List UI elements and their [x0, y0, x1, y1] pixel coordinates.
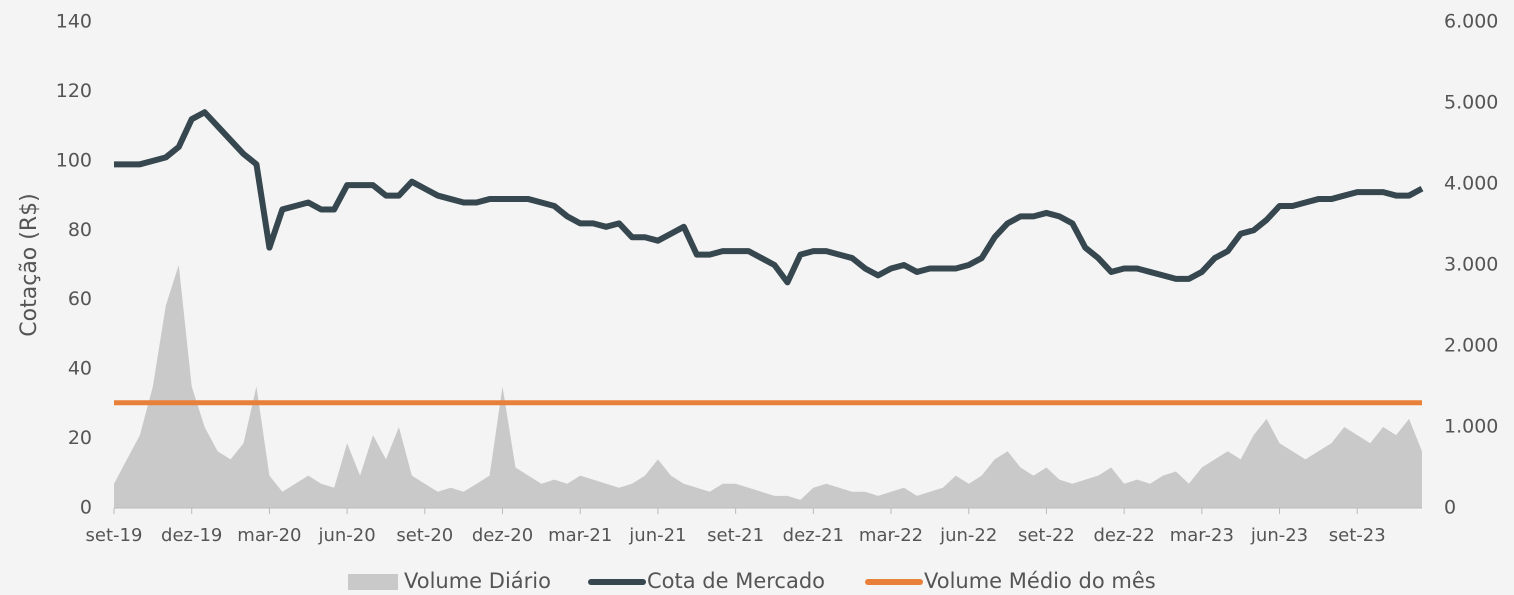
- y-tick-label: 100: [56, 149, 92, 171]
- y-tick-label: 120: [56, 80, 92, 102]
- y-axis-label: Cotação (R$): [17, 193, 42, 336]
- legend-label: Cota de Mercado: [647, 569, 825, 593]
- x-tick-label: mar-21: [548, 525, 612, 546]
- x-tick-label: mar-20: [237, 525, 301, 546]
- x-tick-label: jun-23: [1250, 525, 1308, 546]
- y-tick-label: 140: [56, 11, 92, 33]
- y2-tick-label: 5.000: [1444, 92, 1498, 114]
- x-tick-label: dez-20: [472, 525, 533, 546]
- x-tick-label: set-22: [1018, 525, 1075, 546]
- x-tick-label: jun-21: [628, 525, 686, 546]
- x-tick-label: jun-22: [939, 525, 997, 546]
- x-tick-label: dez-22: [1093, 525, 1154, 546]
- y2-tick-label: 2.000: [1444, 335, 1498, 357]
- y2-tick-label: 1.000: [1444, 416, 1498, 438]
- x-tick-label: set-19: [86, 525, 143, 546]
- y2-tick-label: 0: [1444, 497, 1456, 519]
- x-tick-label: set-20: [396, 525, 453, 546]
- legend-swatch: [348, 574, 398, 590]
- x-tick-label: jun-20: [317, 525, 375, 546]
- y-tick-label: 80: [68, 219, 92, 241]
- x-tick-label: dez-21: [783, 525, 844, 546]
- y-tick-label: 0: [80, 497, 92, 519]
- volume-area: [114, 265, 1422, 508]
- y-tick-label: 40: [68, 358, 92, 380]
- x-tick-label: mar-23: [1170, 525, 1234, 546]
- x-tick-label: set-21: [707, 525, 764, 546]
- y-tick-label: 20: [68, 427, 92, 449]
- y-tick-label: 60: [68, 288, 92, 310]
- legend-label: Volume Médio do mês: [924, 569, 1156, 593]
- x-tick-label: set-23: [1329, 525, 1386, 546]
- x-tick-label: dez-19: [161, 525, 222, 546]
- legend-label: Volume Diário: [404, 569, 551, 593]
- x-tick-label: mar-22: [859, 525, 923, 546]
- series-line: [114, 109, 1424, 286]
- y2-tick-label: 6.000: [1444, 11, 1498, 33]
- y2-tick-label: 4.000: [1444, 173, 1498, 195]
- y2-tick-label: 3.000: [1444, 254, 1498, 276]
